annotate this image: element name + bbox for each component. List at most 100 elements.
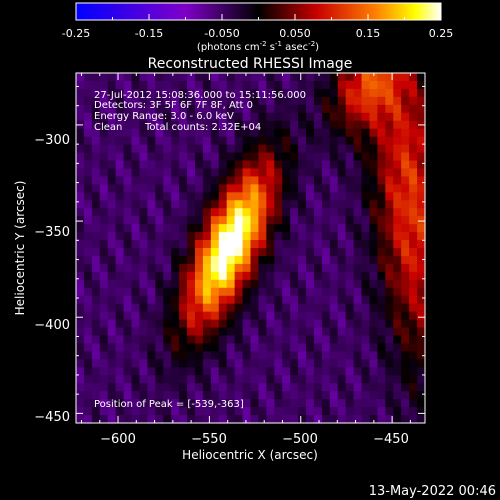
heatmap-cell [313,343,323,352]
heatmap-cell [369,73,379,82]
heatmap-cell [361,200,371,209]
heatmap-cell [258,263,267,273]
heatmap-cell [377,168,386,177]
heatmap-cell [345,248,355,257]
heatmap-cell [147,351,156,360]
colorbar-tick-label: -0.25 [62,27,90,40]
heatmap-cell [250,399,260,408]
heatmap-cell [226,279,236,289]
heatmap-cell [147,375,156,384]
heatmap-cell [107,144,117,154]
heatmap-cell [123,367,133,376]
heatmap-cell [83,407,93,416]
heatmap-cell [258,80,267,90]
heatmap-cell [298,208,307,217]
heatmap-cell [131,303,141,313]
heatmap-cell [282,303,291,313]
heatmap-cell [242,327,252,337]
heatmap-cell [115,391,125,400]
heatmap-cell [393,391,402,400]
heatmap-cell [377,311,386,321]
heatmap-cell [131,224,141,233]
heatmap-cell [242,271,252,281]
heatmap-cell [226,303,236,313]
heatmap-cell [353,104,363,114]
heatmap-cell [313,216,323,225]
heatmap-cell [99,200,109,209]
heatmap-cell [306,391,315,400]
heatmap-pixels [76,73,426,424]
heatmap-cell [99,351,109,360]
heatmap-cell [194,359,204,368]
heatmap-cell [179,311,188,321]
heatmap-cell [179,407,188,416]
heatmap-cell [282,216,291,225]
heatmap-cell [417,160,426,170]
heatmap-cell [337,192,347,201]
heatmap-cell [99,88,109,98]
heatmap-cell [218,255,228,265]
heatmap-cell [179,120,188,130]
heatmap-cell [147,343,156,352]
heatmap-cell [345,407,355,416]
heatmap-cell [337,216,347,225]
heatmap-cell [226,375,236,384]
footer-timestamp: 13-May-2022 00:46 [369,484,496,499]
heatmap-cell [226,263,236,273]
heatmap-cell [234,391,244,400]
heatmap-cell [298,383,307,392]
heatmap-cell [179,88,188,98]
heatmap-cell [361,391,371,400]
heatmap-cell [123,136,133,146]
heatmap-cell [266,160,275,170]
heatmap-cell [401,359,410,368]
heatmap-cell [369,80,379,90]
heatmap-cell [298,375,307,384]
heatmap-cell [345,240,355,249]
heatmap-cell [234,128,244,138]
heatmap-cell [361,311,371,321]
heatmap-cell [258,240,267,249]
heatmap-cell [218,128,228,138]
heatmap-cell [107,240,117,249]
heatmap-cell [187,96,196,106]
heatmap-cell [393,351,402,360]
heatmap-cell [163,112,172,122]
heatmap-cell [179,415,188,424]
heatmap-cell [266,263,275,273]
heatmap-cell [210,383,220,392]
heatmap-cell [226,144,236,154]
heatmap-cell [250,240,260,249]
heatmap-cell [218,208,228,217]
heatmap-cell [242,279,252,289]
heatmap-cell [401,367,410,376]
heatmap-cell [76,271,85,281]
heatmap-cell [76,255,85,265]
heatmap-cell [401,295,410,305]
heatmap-cell [163,303,172,313]
heatmap-cell [123,128,133,138]
heatmap-cell [83,383,93,392]
heatmap-cell [226,399,236,408]
heatmap-cell [171,303,180,313]
heatmap-cell [274,88,283,98]
heatmap-cell [353,319,363,329]
heatmap-cell [329,319,339,329]
heatmap-cell [337,80,347,90]
heatmap-cell [345,152,355,162]
heatmap-cell [377,176,386,185]
heatmap-cell [131,96,141,106]
heatmap-cell [353,335,363,345]
heatmap-cell [179,73,188,82]
heatmap-cell [147,327,156,337]
heatmap-cell [115,383,125,392]
heatmap-cell [171,120,180,130]
heatmap-cell [377,152,386,162]
heatmap-cell [163,375,172,384]
peak-position-annotation: Position of Peak = [-539,-363] [94,399,244,410]
heatmap-cell [329,367,339,376]
heatmap-cell [83,279,93,289]
heatmap-cell [290,112,299,122]
heatmap-cell [83,232,93,241]
heatmap-cell [274,343,283,352]
